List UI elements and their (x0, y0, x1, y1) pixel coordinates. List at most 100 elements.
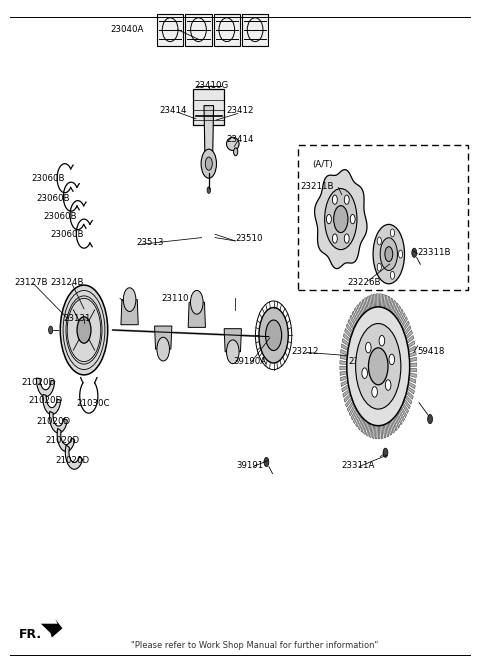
Polygon shape (369, 424, 372, 438)
Ellipse shape (377, 263, 382, 271)
Ellipse shape (227, 340, 239, 364)
Polygon shape (354, 308, 360, 320)
Polygon shape (363, 421, 368, 434)
Polygon shape (361, 419, 365, 432)
Polygon shape (403, 321, 409, 331)
Polygon shape (351, 409, 357, 420)
Text: 59418: 59418 (418, 346, 445, 356)
Text: 21020D: 21020D (55, 456, 89, 465)
Polygon shape (399, 410, 405, 422)
Polygon shape (346, 397, 352, 407)
Polygon shape (378, 426, 380, 439)
Polygon shape (391, 300, 396, 314)
Polygon shape (36, 378, 55, 397)
Polygon shape (41, 619, 62, 638)
Polygon shape (393, 418, 397, 431)
Text: 23127B: 23127B (14, 278, 48, 287)
Polygon shape (371, 294, 373, 308)
Polygon shape (359, 302, 364, 315)
Text: 23060B: 23060B (43, 212, 77, 221)
Polygon shape (155, 326, 172, 349)
Polygon shape (388, 422, 392, 436)
Ellipse shape (369, 348, 388, 385)
Ellipse shape (390, 271, 395, 279)
Ellipse shape (379, 335, 384, 346)
Polygon shape (409, 357, 417, 362)
Text: 23226B: 23226B (347, 278, 381, 287)
Polygon shape (349, 405, 355, 416)
Ellipse shape (326, 214, 331, 224)
Polygon shape (382, 294, 384, 308)
Text: 23060B: 23060B (31, 174, 65, 183)
Text: 21020D: 21020D (36, 416, 70, 426)
Polygon shape (404, 325, 411, 335)
Ellipse shape (265, 320, 282, 350)
Polygon shape (409, 363, 417, 366)
Ellipse shape (383, 448, 388, 457)
Ellipse shape (428, 414, 432, 424)
Ellipse shape (390, 229, 395, 237)
Polygon shape (43, 394, 61, 414)
Text: 21030C: 21030C (77, 399, 110, 409)
Polygon shape (340, 376, 348, 381)
Text: 23200B: 23200B (348, 357, 382, 366)
Text: 21020D: 21020D (29, 396, 63, 405)
Text: (A/T): (A/T) (312, 160, 333, 170)
Polygon shape (340, 360, 347, 364)
Polygon shape (188, 302, 205, 327)
Text: 21020D: 21020D (22, 378, 56, 387)
Polygon shape (344, 393, 351, 403)
Text: 23212: 23212 (291, 346, 319, 356)
Bar (298, 145, 468, 290)
Text: 23414: 23414 (159, 106, 187, 116)
Polygon shape (366, 423, 370, 436)
Polygon shape (394, 303, 398, 315)
Text: 23414: 23414 (226, 135, 254, 145)
Polygon shape (373, 294, 376, 308)
Ellipse shape (207, 187, 211, 193)
Polygon shape (408, 382, 415, 389)
Ellipse shape (372, 387, 377, 397)
Polygon shape (340, 371, 347, 376)
Polygon shape (340, 366, 347, 370)
Ellipse shape (324, 189, 357, 249)
Polygon shape (372, 425, 375, 438)
Polygon shape (408, 346, 416, 352)
Ellipse shape (48, 326, 53, 334)
Ellipse shape (398, 250, 403, 258)
Ellipse shape (123, 288, 136, 312)
Polygon shape (404, 399, 410, 409)
Polygon shape (397, 309, 403, 321)
Polygon shape (342, 385, 349, 392)
Polygon shape (407, 386, 414, 394)
Text: "Please refer to Work Shop Manual for further information": "Please refer to Work Shop Manual for fu… (131, 641, 378, 650)
Ellipse shape (259, 308, 288, 363)
Polygon shape (409, 378, 416, 383)
Bar (157, 14, 183, 46)
Ellipse shape (385, 247, 393, 261)
Polygon shape (341, 344, 348, 350)
Polygon shape (353, 411, 359, 424)
Polygon shape (342, 339, 349, 346)
Polygon shape (343, 333, 350, 342)
Ellipse shape (334, 206, 348, 232)
Bar (185, 14, 212, 46)
Ellipse shape (389, 354, 395, 365)
Text: 23311A: 23311A (341, 461, 374, 470)
Polygon shape (401, 317, 408, 328)
Polygon shape (389, 298, 393, 312)
Text: 23131: 23131 (63, 314, 91, 323)
Ellipse shape (356, 323, 401, 409)
Polygon shape (346, 323, 353, 334)
Polygon shape (396, 412, 402, 425)
Polygon shape (65, 445, 83, 469)
Ellipse shape (362, 368, 368, 378)
Polygon shape (406, 330, 412, 339)
Polygon shape (341, 380, 348, 387)
Ellipse shape (157, 337, 169, 361)
Polygon shape (365, 297, 369, 311)
Text: 23510: 23510 (235, 234, 263, 244)
Polygon shape (384, 295, 387, 308)
Polygon shape (314, 170, 367, 269)
Ellipse shape (333, 195, 337, 205)
